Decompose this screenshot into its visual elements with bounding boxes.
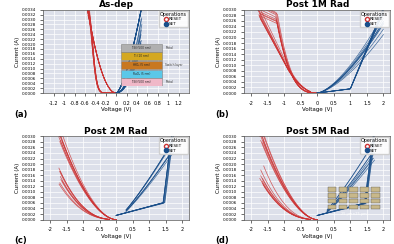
X-axis label: Voltage (V): Voltage (V) xyxy=(101,234,132,239)
Legend: RESET, SET: RESET, SET xyxy=(360,137,389,154)
Legend: RESET, SET: RESET, SET xyxy=(360,10,389,27)
Text: (c): (c) xyxy=(14,236,27,244)
Y-axis label: Current (A): Current (A) xyxy=(15,163,20,193)
Title: Post 5M Rad: Post 5M Rad xyxy=(286,127,349,136)
Title: As-dep: As-dep xyxy=(98,0,134,9)
Y-axis label: Current (A): Current (A) xyxy=(216,163,221,193)
Title: Post 2M Rad: Post 2M Rad xyxy=(84,127,148,136)
Y-axis label: Current (A): Current (A) xyxy=(216,36,221,67)
Legend: RESET, SET: RESET, SET xyxy=(159,137,188,154)
Title: Post 1M Rad: Post 1M Rad xyxy=(286,0,349,9)
Text: (b): (b) xyxy=(215,110,229,119)
Y-axis label: Current (A): Current (A) xyxy=(15,36,20,67)
X-axis label: Voltage (V): Voltage (V) xyxy=(302,234,333,239)
Text: (a): (a) xyxy=(14,110,28,119)
X-axis label: Voltage (V): Voltage (V) xyxy=(302,107,333,112)
Text: (d): (d) xyxy=(215,236,229,244)
X-axis label: Voltage (V): Voltage (V) xyxy=(101,107,132,112)
Legend: RESET, SET: RESET, SET xyxy=(159,10,188,27)
